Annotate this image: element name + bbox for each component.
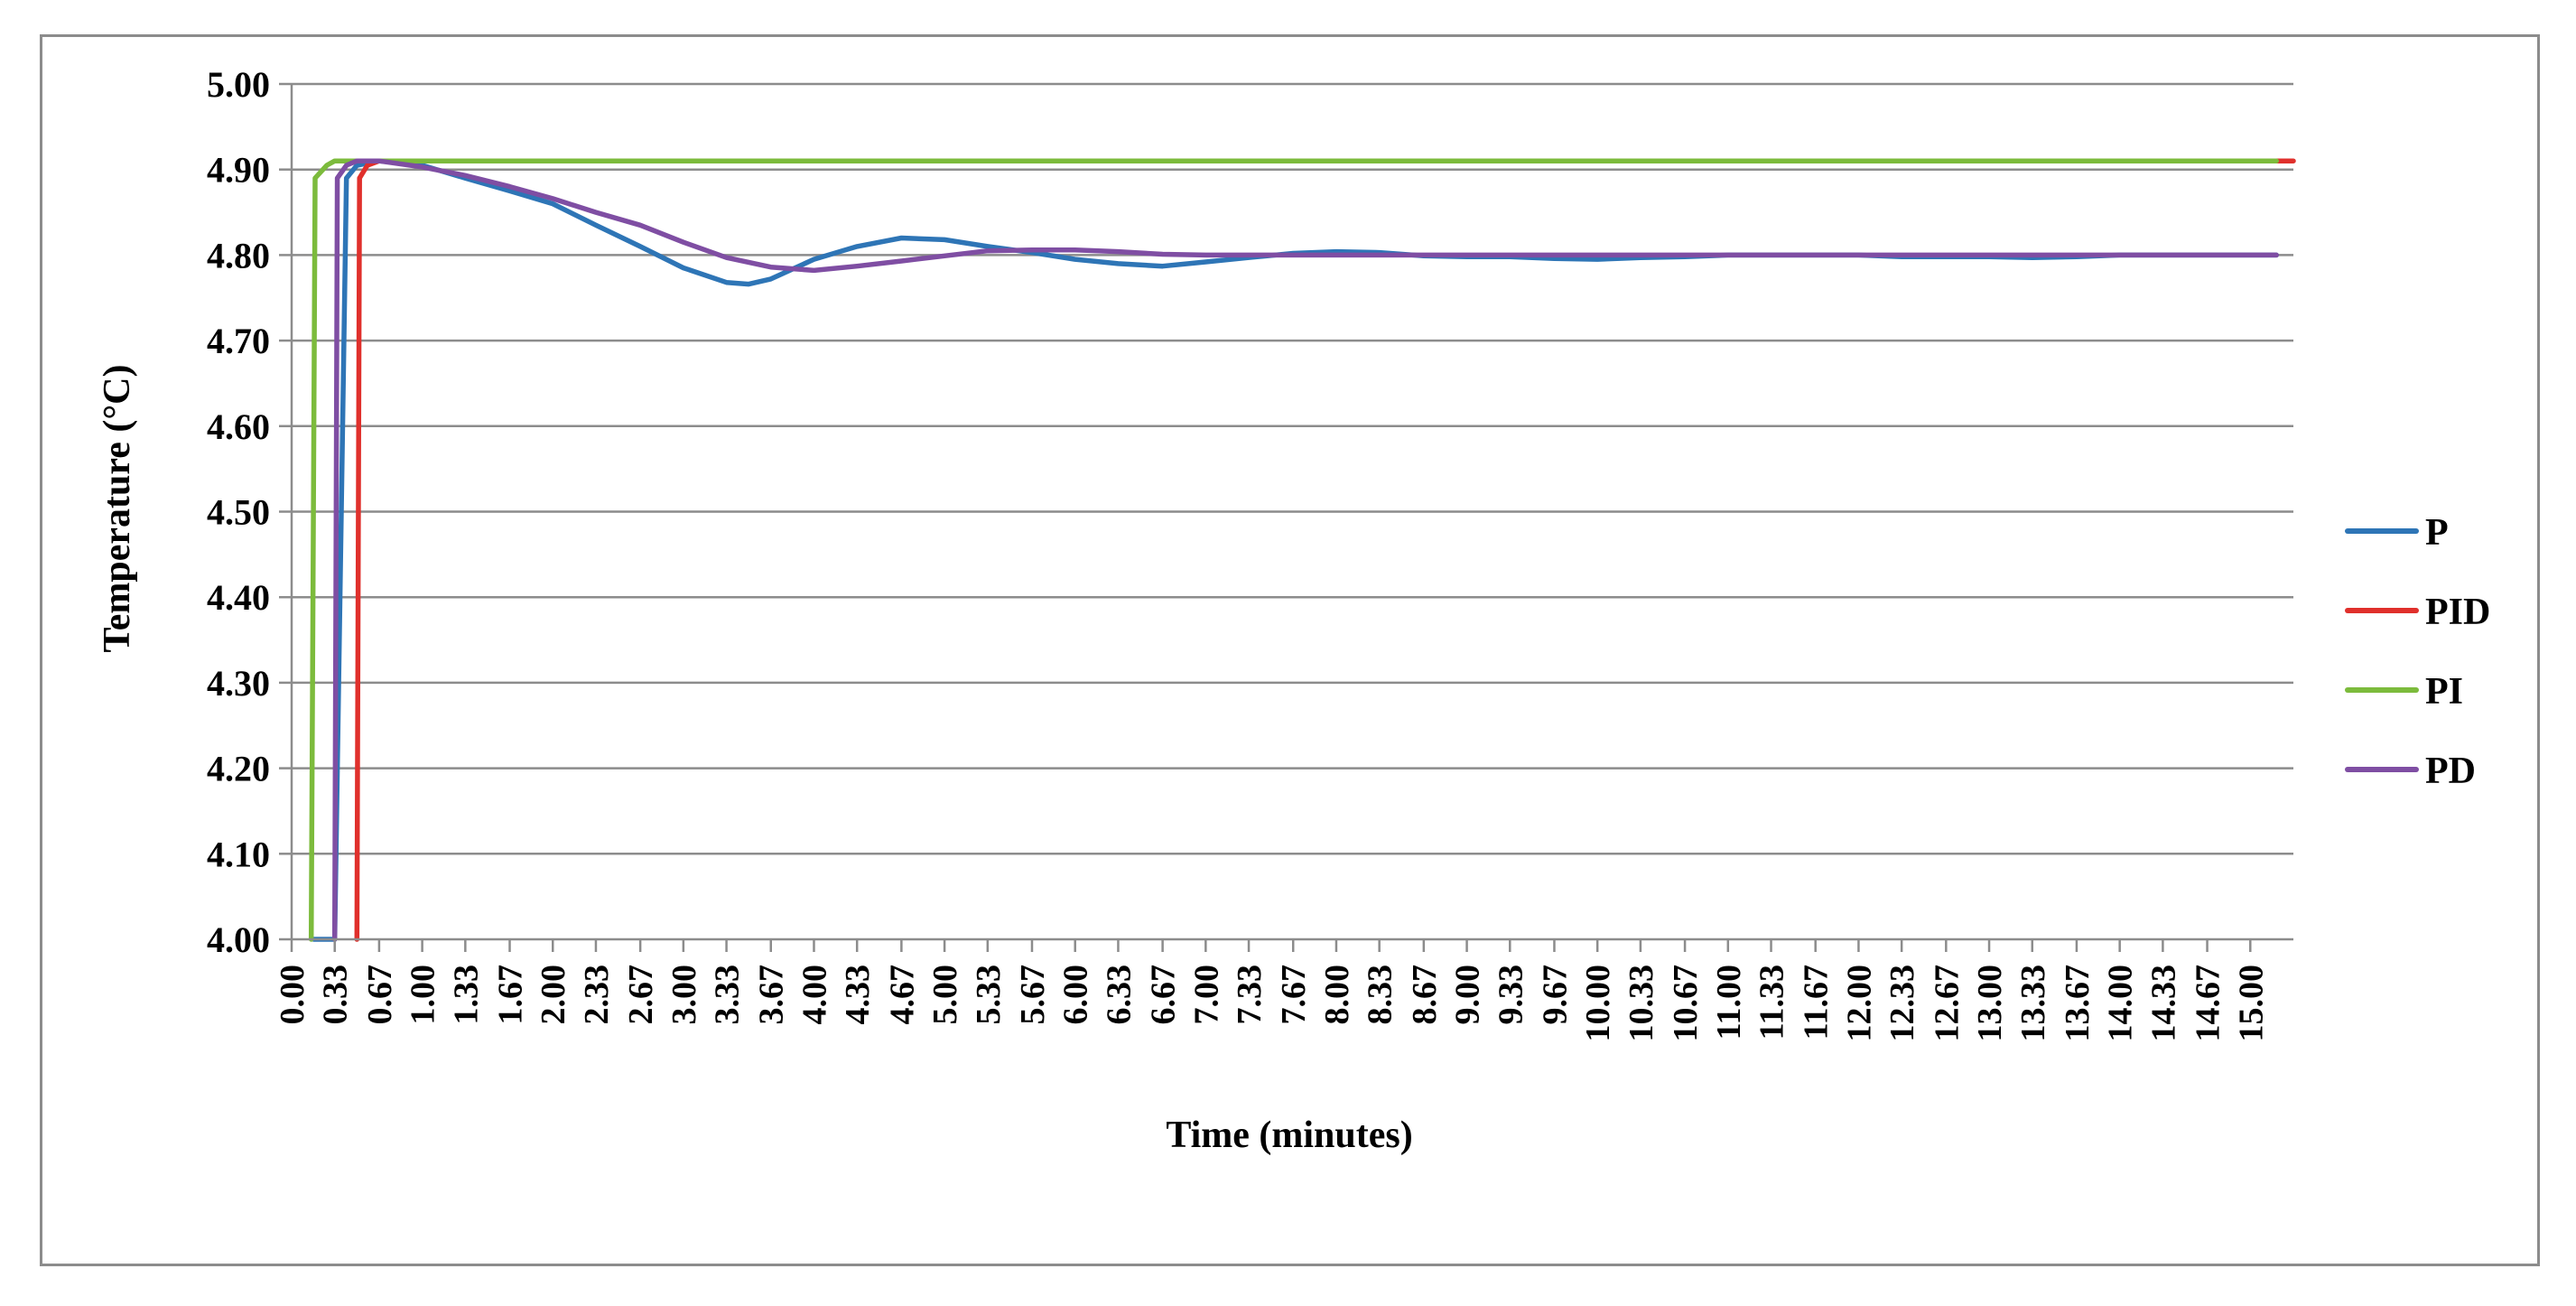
x-tick-labels: 0.00 0.33 0.67 1.00 1.33 1.67 2.00 2.33 2.67 3.00… xyxy=(274,965,2270,1042)
y-tick-label: 4.30 xyxy=(207,663,270,704)
y-tick-label: 5.00 xyxy=(207,64,270,105)
x-tick-label: 0.67 xyxy=(361,965,399,1025)
x-tick-label: 3.00 xyxy=(665,965,703,1025)
x-axis-title: Time (minutes) xyxy=(1166,1115,1412,1156)
legend-label-pi: PI xyxy=(2425,671,2463,713)
x-tick-label: 2.67 xyxy=(622,965,660,1025)
y-tick-label: 4.20 xyxy=(207,749,270,789)
x-tick-label: 0.33 xyxy=(317,965,355,1025)
legend: P PID PI PD xyxy=(2345,512,2490,792)
x-tick-label: 4.00 xyxy=(795,965,833,1025)
x-tick-label: 6.33 xyxy=(1100,965,1138,1025)
x-tick-label: 12.00 xyxy=(1840,965,1878,1042)
y-tick-label: 4.80 xyxy=(207,235,270,275)
x-tick-label: 14.67 xyxy=(2190,965,2227,1042)
series-lines xyxy=(308,158,2296,942)
series-line-pi xyxy=(308,158,2279,942)
x-tick-label: 4.67 xyxy=(883,965,921,1025)
x-tick-label: 4.33 xyxy=(839,965,877,1025)
x-tick-label: 11.00 xyxy=(1710,965,1748,1040)
y-tick-label: 4.10 xyxy=(207,834,270,874)
y-axis-title: Temperature (°C) xyxy=(97,365,138,653)
y-tick-label: 4.40 xyxy=(207,577,270,618)
y-tick-label: 4.00 xyxy=(207,919,270,960)
x-tick-label: 9.67 xyxy=(1536,965,1574,1025)
series-line-p xyxy=(311,158,2279,942)
y-tick-label: 4.50 xyxy=(207,492,270,533)
x-tick-label: 13.33 xyxy=(2014,965,2052,1042)
x-tick-label: 9.33 xyxy=(1492,965,1530,1025)
x-tick-label: 5.33 xyxy=(970,965,1008,1025)
x-tick-label: 13.00 xyxy=(1971,965,2009,1042)
x-tick-label: 3.33 xyxy=(709,965,747,1025)
x-tick-label: 11.33 xyxy=(1753,965,1791,1040)
x-tick-label: 1.67 xyxy=(492,965,530,1025)
x-tick-label: 8.67 xyxy=(1406,965,1444,1025)
x-tick-label: 7.33 xyxy=(1231,965,1269,1025)
x-tick-label: 1.00 xyxy=(405,965,442,1025)
x-tick-label: 10.67 xyxy=(1667,965,1705,1042)
legend-label-p: P xyxy=(2425,512,2449,554)
x-tick-label: 5.00 xyxy=(926,965,964,1025)
x-tick-label: 13.67 xyxy=(2059,965,2097,1042)
x-tick-label: 9.00 xyxy=(1449,965,1487,1025)
gridlines xyxy=(292,82,2293,855)
chart-frame xyxy=(40,34,2540,1266)
legend-label-pid: PID xyxy=(2425,592,2490,633)
y-tick-label: 4.90 xyxy=(207,150,270,191)
x-tick-label: 7.00 xyxy=(1187,965,1225,1025)
axes xyxy=(279,82,2293,952)
x-tick-label: 1.33 xyxy=(447,965,485,1025)
legend-label-pd: PD xyxy=(2425,751,2476,792)
x-tick-label: 10.33 xyxy=(1623,965,1660,1042)
x-tick-label: 10.00 xyxy=(1579,965,1617,1042)
y-tick-label: 4.70 xyxy=(207,321,270,361)
y-tick-label: 4.60 xyxy=(207,406,270,447)
x-tick-label: 0.00 xyxy=(274,965,312,1025)
y-tick-labels: 4.00 4.10 4.20 4.30 4.40 4.50 4.60 4.70 4.80 4.90… xyxy=(207,64,270,960)
x-tick-label: 6.00 xyxy=(1057,965,1095,1025)
x-tick-label: 12.33 xyxy=(1883,965,1921,1042)
x-tick-label: 14.00 xyxy=(2102,965,2140,1042)
x-tick-label: 6.67 xyxy=(1145,965,1183,1025)
x-tick-label: 3.67 xyxy=(753,965,791,1025)
x-tick-label: 15.00 xyxy=(2232,965,2270,1042)
series-line-pid xyxy=(354,158,2296,942)
x-tick-label: 14.33 xyxy=(2144,965,2182,1042)
x-tick-label: 2.00 xyxy=(535,965,572,1025)
x-tick-label: 5.67 xyxy=(1014,965,1052,1025)
x-tick-label: 7.67 xyxy=(1275,965,1313,1025)
x-tick-label: 12.67 xyxy=(1928,965,1966,1042)
series-line-pd xyxy=(331,158,2279,942)
x-tick-label: 2.33 xyxy=(578,965,616,1025)
x-tick-label: 11.67 xyxy=(1798,965,1836,1040)
x-tick-label: 8.00 xyxy=(1318,965,1356,1025)
x-tick-label: 8.33 xyxy=(1362,965,1400,1025)
